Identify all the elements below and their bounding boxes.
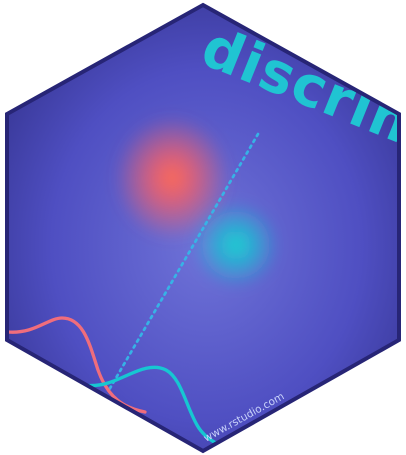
right-cluster-blob: [193, 202, 279, 288]
